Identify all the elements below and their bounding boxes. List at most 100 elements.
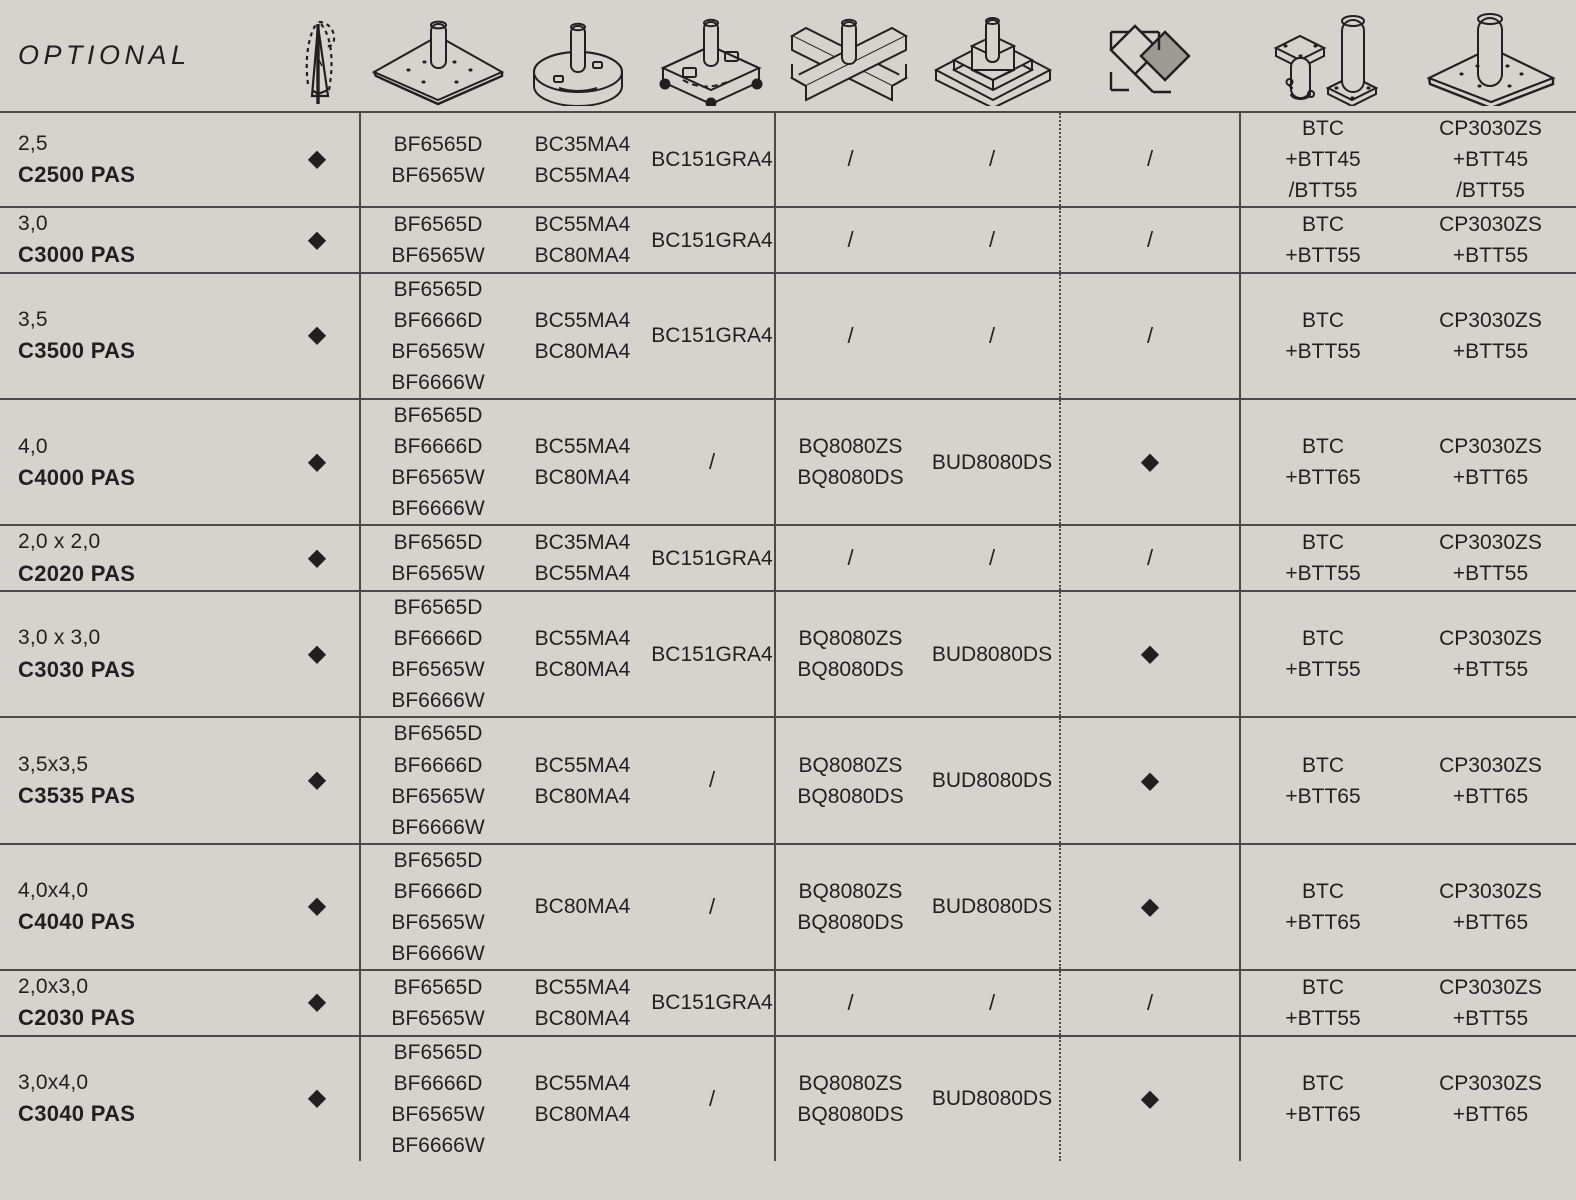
cell-square-frame: / bbox=[925, 525, 1060, 591]
cell-value: / bbox=[847, 322, 854, 348]
cell-value: BTC bbox=[1302, 435, 1344, 459]
cell-value-stack: BQ8080ZS BQ8080DS bbox=[776, 623, 925, 685]
cell-value: BUD8080DS bbox=[931, 1087, 1053, 1111]
cell-value-stack: BC151GRA4 bbox=[650, 225, 774, 256]
table-row: 3,5x3,5 C3535 PAS ◆ BF6565D BF6666D BF6565W BF… bbox=[0, 717, 1576, 844]
cell-value: CP3030ZS bbox=[1439, 975, 1542, 999]
cell-tile-base: / bbox=[1059, 207, 1240, 273]
header-closed-parasol bbox=[275, 0, 360, 112]
model-dimension: 2,0x3,0 bbox=[18, 975, 89, 999]
cell-value: BF6666D bbox=[393, 308, 483, 332]
cell-closed-parasol: ◆ bbox=[275, 273, 360, 399]
cell-value: BF6666W bbox=[391, 1133, 485, 1157]
model-code: C2500 PAS bbox=[18, 161, 136, 187]
model-dimension: 2,0 x 2,0 bbox=[18, 530, 101, 554]
cell-value: BC80MA4 bbox=[534, 340, 631, 364]
cell-value-stack: / bbox=[650, 446, 774, 479]
cell-value-stack: BF6565D BF6565W bbox=[361, 972, 515, 1034]
cell-ground-socket: BTC +BTT55 bbox=[1239, 272, 1405, 400]
cell-closed-parasol: ◆ bbox=[275, 399, 360, 525]
cell-value: +BTT65 bbox=[1452, 1102, 1529, 1126]
cell-model: 4,0 C4000 PAS bbox=[0, 399, 275, 525]
cell-value-stack: / bbox=[925, 542, 1059, 575]
cell-value: BC80MA4 bbox=[534, 244, 631, 268]
cell-value: BQ8080ZS bbox=[798, 627, 903, 651]
cell-value-stack: BTC +BTT65 bbox=[1241, 431, 1405, 493]
cell-value: BF6565D bbox=[393, 212, 483, 236]
cell-flat-plate: BF6565D BF6666D BF6565W BF6666W bbox=[359, 1035, 515, 1161]
cross-base-icon bbox=[775, 2, 925, 110]
cell-value: BC55MA4 bbox=[534, 627, 631, 651]
cell-value: / bbox=[988, 146, 996, 172]
cell-value: BF6666D bbox=[393, 753, 483, 777]
cell-value: BF6666W bbox=[391, 497, 485, 521]
cell-value: BC151GRA4 bbox=[651, 546, 773, 570]
cell-value: BC151GRA4 bbox=[651, 228, 773, 252]
cell-value: BTC bbox=[1302, 308, 1344, 332]
cell-ground-socket: BTC +BTT65 bbox=[1239, 843, 1405, 971]
table-row: 2,0 x 2,0 C2020 PAS ◆ BF6565D BF6565W BC35MA4… bbox=[0, 525, 1576, 592]
cell-value: BF6565W bbox=[391, 340, 485, 364]
cell-anchor-plate: CP3030ZS +BTT55 bbox=[1405, 970, 1576, 1036]
cell-value-stack: / bbox=[776, 542, 925, 575]
cell-value-stack: BC55MA4 BC80MA4 bbox=[515, 1068, 650, 1130]
table-row: 3,5 C3500 PAS ◆ BF6565D BF6666D BF6565W BF6666… bbox=[0, 272, 1576, 400]
cell-value: BTC bbox=[1302, 212, 1344, 236]
cell-value-stack: BTC +BTT55 bbox=[1241, 972, 1405, 1034]
cell-value-stack: BF6565D BF6565W bbox=[361, 527, 515, 589]
cell-value-stack: / bbox=[650, 1083, 774, 1116]
availability-diamond: ◆ bbox=[307, 145, 327, 173]
cell-value: / bbox=[1146, 226, 1154, 252]
cell-value: BTC bbox=[1302, 1071, 1344, 1095]
cell-value: BTC bbox=[1302, 531, 1344, 555]
cell-value: +BTT65 bbox=[1452, 910, 1529, 934]
cell-value: / bbox=[708, 893, 716, 919]
cell-value: / bbox=[1146, 146, 1154, 172]
cell-value: ◆ bbox=[1140, 892, 1160, 920]
cell-value: BTC bbox=[1302, 117, 1344, 140]
cell-value: BUD8080DS bbox=[931, 450, 1053, 474]
cell-closed-parasol: ◆ bbox=[275, 970, 360, 1036]
cell-closed-parasol: ◆ bbox=[275, 1036, 360, 1161]
cell-value: BQ8080DS bbox=[797, 910, 904, 934]
cell-value-stack: BC80MA4 bbox=[515, 891, 650, 922]
table-row: 2,0x3,0 C2030 PAS ◆ BF6565D BF6565W BC55MA4 BC… bbox=[0, 970, 1576, 1036]
cell-value: / bbox=[1146, 322, 1154, 348]
model-code: C3040 PAS bbox=[18, 1101, 136, 1127]
model-dimension: 2,5 bbox=[18, 131, 48, 155]
cell-value: BF6565W bbox=[391, 784, 485, 808]
cell-ground-socket: BTC +BTT55 bbox=[1239, 525, 1405, 592]
cell-cross-base: / bbox=[774, 970, 925, 1036]
cell-ground-socket: BTC +BTT55 bbox=[1239, 591, 1405, 718]
cell-round-base: BC55MA4 BC80MA4 bbox=[515, 273, 650, 399]
cell-value: BUD8080DS bbox=[931, 642, 1053, 666]
cell-value: BC80MA4 bbox=[534, 784, 631, 808]
cell-value: BF6565W bbox=[391, 910, 485, 934]
cell-value: BQ8080DS bbox=[797, 466, 904, 490]
cell-value: / bbox=[1146, 989, 1154, 1015]
model-dimension: 3,5x3,5 bbox=[18, 752, 89, 776]
cell-value: +BTT45 bbox=[1285, 148, 1361, 172]
cell-value: BF6666D bbox=[393, 879, 483, 903]
cell-value-stack: CP3030ZS +BTT55 bbox=[1405, 305, 1576, 367]
cell-value: +BTT55 bbox=[1452, 658, 1529, 682]
cell-anchor-plate: CP3030ZS +BTT55 bbox=[1405, 207, 1576, 273]
cell-value-stack: BC151GRA4 bbox=[650, 320, 774, 351]
cell-value: BF6565D bbox=[393, 132, 483, 156]
cell-value-stack: BC55MA4 BC80MA4 bbox=[515, 209, 650, 271]
cell-value-stack: ◆ bbox=[1061, 1086, 1239, 1111]
cell-value-stack: BC35MA4 BC55MA4 bbox=[515, 527, 650, 589]
cell-value-stack: BUD8080DS bbox=[925, 447, 1059, 478]
cell-value: /BTT55 bbox=[1456, 179, 1525, 203]
cell-value-stack: ◆ bbox=[1061, 892, 1239, 920]
cell-value-stack: CP3030ZS +BTT65 bbox=[1405, 750, 1576, 812]
availability-diamond: ◆ bbox=[307, 988, 327, 1016]
square-frame-base-icon bbox=[925, 2, 1060, 110]
cell-value-stack: / bbox=[925, 224, 1059, 257]
cell-value: +BTT55 bbox=[1285, 1006, 1361, 1030]
cell-flat-plate: BF6565D BF6666D BF6565W BF6666W bbox=[359, 717, 515, 844]
cell-concrete-slab: / bbox=[650, 717, 775, 843]
cell-value: BF6565D bbox=[393, 596, 483, 620]
cell-square-frame: BUD8080DS bbox=[925, 591, 1060, 717]
cell-value: / bbox=[988, 226, 996, 252]
